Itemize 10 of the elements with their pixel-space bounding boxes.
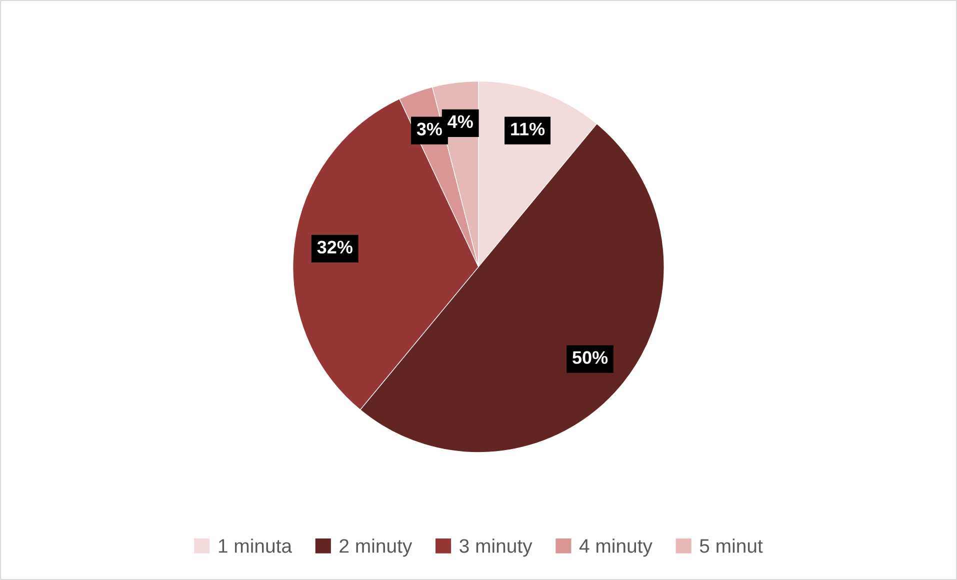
legend-label: 2 minuty (340, 538, 412, 557)
data-label: 50% (572, 351, 608, 364)
data-label: 11% (511, 122, 545, 136)
legend-label: 1 minuta (218, 538, 292, 553)
data-label: 4% (448, 115, 473, 128)
legend-label: 5 minut (700, 538, 763, 553)
data-label: 3% (416, 122, 442, 136)
legend-label: 3 minuty (460, 538, 532, 557)
data-label: 32% (317, 240, 352, 254)
legend-label: 4 minuty (579, 538, 652, 557)
